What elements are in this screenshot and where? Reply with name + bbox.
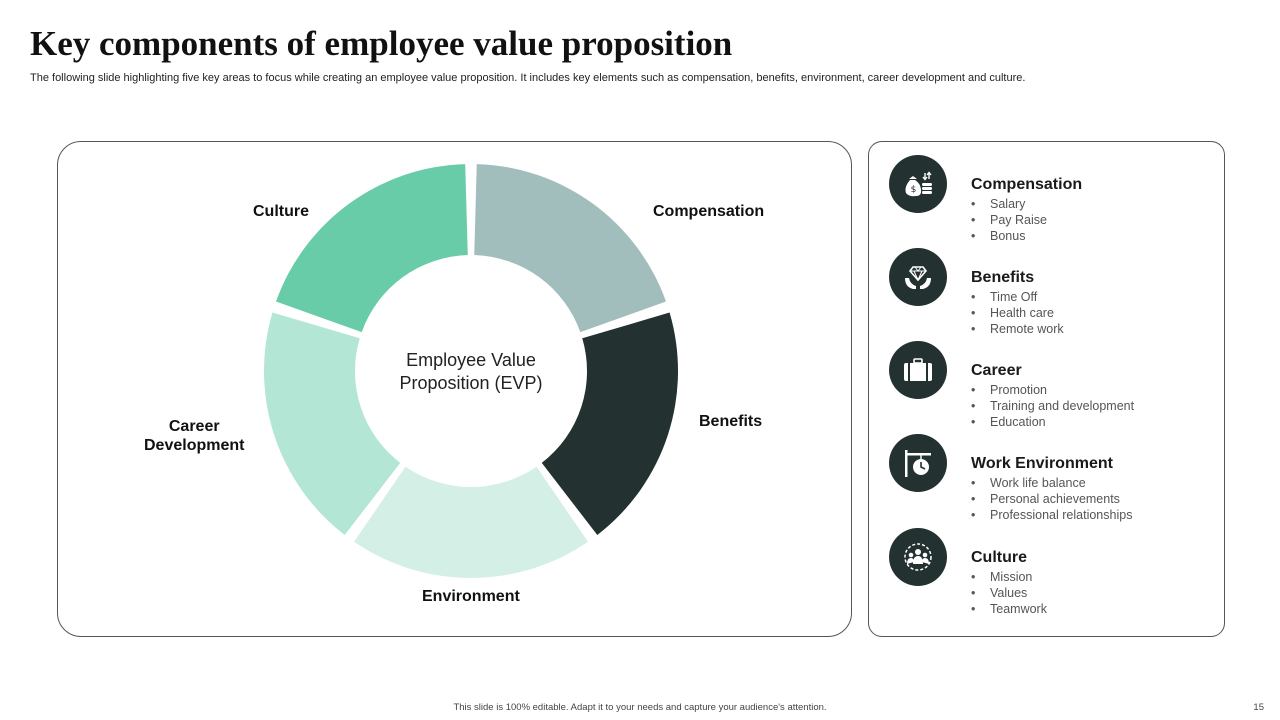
page-subtitle: The following slide highlighting five ke…: [30, 72, 1026, 84]
briefcase-icon: [889, 341, 947, 399]
component-bullets: Time Off Health care Remote work: [971, 289, 1064, 337]
segment-label-environment: Environment: [422, 588, 520, 605]
segment-label-career-development: Career Development: [144, 417, 244, 455]
evp-chart-panel: Employee Value Proposition (EVP) Compens…: [57, 141, 852, 637]
team-icon: [889, 528, 947, 586]
bullet-item: Promotion: [971, 382, 1134, 398]
footer-note: This slide is 100% editable. Adapt it to…: [453, 702, 827, 713]
sign-clock-icon: [889, 434, 947, 492]
donut-segment-compensation: [474, 164, 667, 333]
component-bullets: Salary Pay Raise Bonus: [971, 196, 1047, 244]
bullet-item: Training and development: [971, 398, 1134, 414]
component-title: Career: [971, 362, 1022, 379]
center-label-line2: Proposition (EVP): [399, 373, 543, 393]
bullet-item: Health care: [971, 305, 1064, 321]
component-career: Career Promotion Training and developmen…: [889, 341, 1219, 431]
bullet-item: Bonus: [971, 228, 1047, 244]
money-bag-icon: $: [889, 155, 947, 213]
svg-text:$: $: [911, 185, 917, 195]
bullet-item: Pay Raise: [971, 212, 1047, 228]
bullet-item: Professional relationships: [971, 507, 1132, 523]
career-label-line1: Career: [168, 418, 220, 435]
segment-label-compensation: Compensation: [653, 203, 765, 220]
career-label-line2: Development: [144, 437, 245, 454]
segment-label-benefits: Benefits: [699, 413, 763, 430]
donut-segment-environment: [354, 466, 588, 578]
segment-label-culture: Culture: [253, 203, 309, 220]
bullet-item: Time Off: [971, 289, 1064, 305]
evp-donut-chart: [264, 164, 679, 578]
component-culture: Culture Mission Values Teamwork: [889, 528, 1219, 618]
components-panel: $ Compensation Salary Pay Raise Bonus Be: [868, 141, 1225, 637]
donut-segment-career-development: [264, 312, 401, 536]
donut-segment-benefits: [541, 312, 679, 536]
center-label-line1: Employee Value: [406, 350, 536, 370]
component-benefits: Benefits Time Off Health care Remote wor…: [889, 248, 1219, 338]
bullet-item: Personal achievements: [971, 491, 1132, 507]
bullet-item: Work life balance: [971, 475, 1132, 491]
component-title: Work Environment: [971, 455, 1113, 472]
component-bullets: Work life balance Personal achievements …: [971, 475, 1132, 523]
bullet-item: Remote work: [971, 321, 1064, 337]
component-title: Culture: [971, 549, 1027, 566]
bullet-item: Teamwork: [971, 601, 1047, 617]
page-title: Key components of employee value proposi…: [30, 24, 733, 63]
bullet-item: Salary: [971, 196, 1047, 212]
bullet-item: Mission: [971, 569, 1047, 585]
bullet-item: Education: [971, 414, 1134, 430]
donut-segment-culture: [275, 164, 468, 333]
page-number: 15: [1253, 702, 1264, 713]
component-work-environment: Work Environment Work life balance Perso…: [889, 434, 1219, 524]
component-title: Compensation: [971, 176, 1083, 193]
component-bullets: Promotion Training and development Educa…: [971, 382, 1134, 430]
donut-center-label: Employee Value Proposition (EVP): [358, 349, 584, 395]
component-title: Benefits: [971, 269, 1035, 286]
diamond-hands-icon: [889, 248, 947, 306]
component-compensation: $ Compensation Salary Pay Raise Bonus: [889, 155, 1219, 245]
bullet-item: Values: [971, 585, 1047, 601]
component-bullets: Mission Values Teamwork: [971, 569, 1047, 617]
